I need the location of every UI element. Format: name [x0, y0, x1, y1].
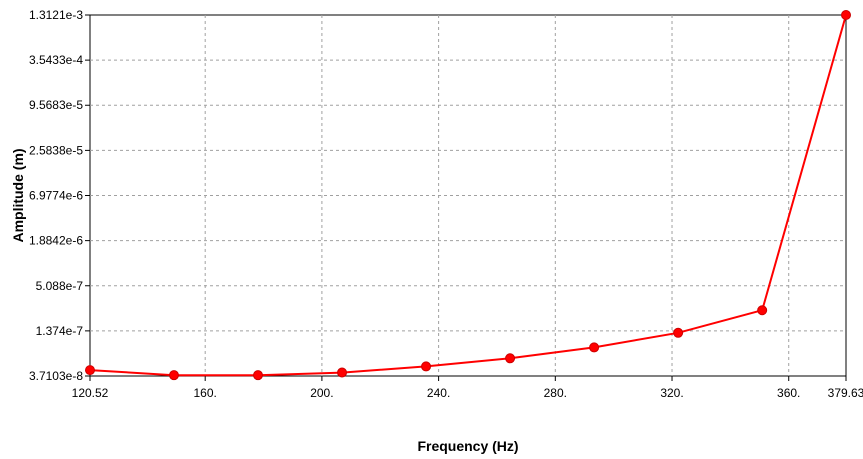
data-point [673, 327, 684, 338]
y-tick-label: 2.5838e-5 [29, 143, 83, 157]
y-tick-label: 1.8842e-6 [29, 234, 83, 248]
series-amplitude [85, 10, 851, 381]
gridlines [90, 15, 846, 376]
series-line [89, 14, 847, 377]
x-tick-label: 200. [310, 386, 333, 400]
data-point [421, 361, 432, 372]
y-tick-label: 1.3121e-3 [29, 8, 83, 22]
y-tick-label: 3.5433e-4 [29, 53, 83, 67]
data-point [253, 370, 263, 381]
x-tick-label: 240. [427, 386, 450, 400]
x-axis-ticks: 120.52 160. 200. 240. 280. 320. 360. 379.63 [72, 376, 863, 400]
y-tick-label: 9.5683e-5 [29, 98, 83, 112]
data-point [589, 342, 600, 353]
y-tick-label: 1.374e-7 [36, 324, 84, 338]
x-axis-label: Frequency (Hz) [417, 438, 518, 454]
data-point [505, 353, 516, 364]
data-point [85, 365, 95, 376]
x-tick-label: 379.63 [828, 386, 863, 400]
y-tick-label: 5.088e-7 [36, 279, 84, 293]
y-axis-label: Amplitude (m) [10, 148, 26, 242]
data-point [757, 305, 768, 316]
y-tick-label: 3.7103e-8 [29, 369, 83, 383]
x-tick-label: 120.52 [72, 386, 109, 400]
data-point [168, 370, 179, 381]
x-tick-label: 320. [660, 386, 683, 400]
x-tick-label: 160. [194, 386, 217, 400]
data-point [337, 367, 348, 378]
y-axis-ticks: 3.7103e-8 1.374e-7 5.088e-7 1.8842e-6 6.9774… [29, 8, 90, 383]
y-tick-label: 6.9774e-6 [29, 188, 83, 202]
x-tick-label: 360. [777, 386, 800, 400]
x-tick-label: 280. [544, 386, 567, 400]
data-point [841, 10, 851, 20]
